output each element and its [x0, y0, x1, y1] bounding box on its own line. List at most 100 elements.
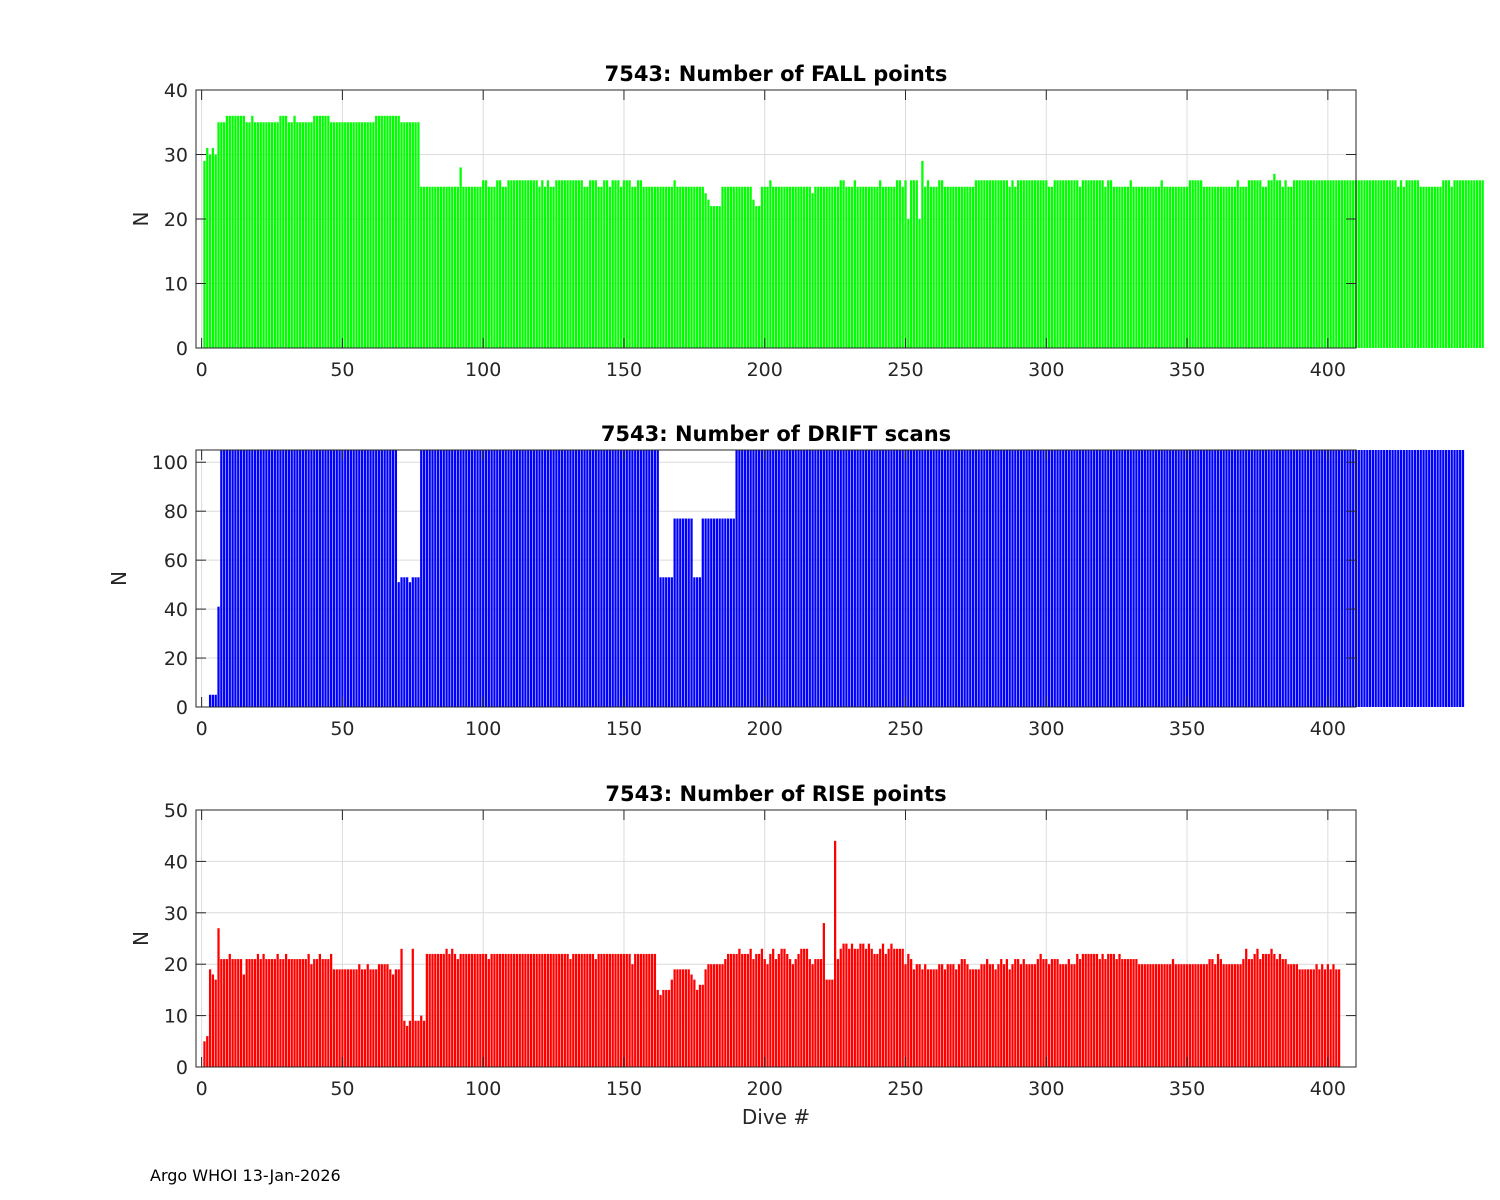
- bar: [1140, 964, 1144, 1067]
- bar: [890, 186, 893, 348]
- bar: [974, 450, 978, 707]
- bar: [1154, 450, 1158, 707]
- bar: [605, 450, 609, 707]
- bar: [1163, 964, 1166, 1067]
- bar: [1042, 450, 1045, 707]
- bar: [738, 948, 741, 1067]
- bar: [1323, 450, 1327, 707]
- bar: [1219, 959, 1222, 1067]
- bar: [622, 450, 626, 707]
- bar: [1295, 964, 1298, 1067]
- bar: [276, 953, 279, 1067]
- bar: [704, 969, 707, 1067]
- bar: [414, 1020, 417, 1067]
- bar: [653, 450, 657, 707]
- bar: [904, 964, 907, 1067]
- bar: [276, 122, 279, 348]
- x-tick-label: 50: [330, 1078, 354, 1100]
- bar: [859, 450, 862, 707]
- bar: [805, 948, 809, 1067]
- bar: [881, 943, 885, 1067]
- bar: [1301, 180, 1304, 348]
- bar: [974, 180, 978, 348]
- bar: [746, 186, 749, 348]
- bar: [282, 115, 285, 348]
- bar: [1101, 180, 1104, 348]
- bar: [834, 450, 837, 707]
- y-tick-label: 100: [152, 452, 188, 474]
- bar: [217, 606, 220, 707]
- bar: [1143, 964, 1146, 1067]
- bar: [1124, 959, 1127, 1067]
- bar: [1112, 450, 1115, 707]
- bar: [681, 186, 685, 348]
- bar: [662, 186, 665, 348]
- bar: [1470, 180, 1473, 348]
- bar: [462, 953, 465, 1067]
- bar: [842, 180, 845, 348]
- bar: [403, 1020, 406, 1067]
- bar: [456, 959, 459, 1067]
- bar: [1180, 450, 1183, 707]
- bar: [938, 964, 941, 1067]
- bar: [558, 180, 561, 348]
- bar: [1357, 450, 1360, 707]
- bar: [375, 115, 378, 348]
- bar: [1154, 964, 1158, 1067]
- bar: [1011, 964, 1014, 1067]
- bar: [1261, 450, 1265, 707]
- x-tick-label: 400: [1310, 1078, 1346, 1100]
- bar: [876, 953, 879, 1067]
- bar: [980, 964, 983, 1067]
- bar: [245, 450, 248, 707]
- bar: [583, 953, 586, 1067]
- bar: [549, 450, 552, 707]
- bar: [1439, 186, 1442, 348]
- bar: [1188, 450, 1192, 707]
- bar: [921, 969, 924, 1067]
- bar: [1242, 186, 1245, 348]
- bar: [1408, 450, 1411, 707]
- bar: [898, 450, 902, 707]
- bar: [572, 953, 575, 1067]
- bar: [634, 953, 637, 1067]
- bar: [949, 450, 952, 707]
- bar: [1101, 953, 1104, 1067]
- bar: [1022, 450, 1025, 707]
- bar: [656, 989, 659, 1067]
- bar: [256, 953, 260, 1067]
- bar: [1309, 180, 1313, 348]
- bar: [1450, 450, 1453, 707]
- x-tick-label: 0: [196, 359, 208, 381]
- bar: [321, 450, 324, 707]
- bar: [310, 964, 313, 1067]
- bar: [377, 115, 381, 348]
- bar: [727, 186, 730, 348]
- bar: [842, 943, 845, 1067]
- x-tick-label: 200: [747, 718, 783, 740]
- bar: [442, 450, 445, 707]
- bar: [307, 953, 310, 1067]
- bar: [493, 186, 496, 348]
- chart-title: 7543: Number of FALL points: [605, 62, 948, 86]
- bar: [949, 964, 952, 1067]
- x-tick-label: 350: [1169, 1078, 1205, 1100]
- bar: [1157, 186, 1161, 348]
- bar: [1045, 180, 1048, 348]
- bar: [1453, 450, 1456, 707]
- bar: [715, 206, 718, 348]
- bar: [614, 953, 617, 1067]
- x-tick-label: 350: [1169, 718, 1205, 740]
- bar: [1363, 450, 1366, 707]
- bar: [1033, 180, 1037, 348]
- bar: [1084, 180, 1087, 348]
- bar: [1467, 180, 1470, 348]
- bar: [853, 180, 856, 348]
- bar: [594, 180, 597, 348]
- bar: [679, 518, 682, 707]
- bar: [1239, 964, 1242, 1067]
- bar: [605, 953, 609, 1067]
- bar: [1222, 964, 1225, 1067]
- bar: [470, 953, 474, 1067]
- bar: [1005, 959, 1008, 1067]
